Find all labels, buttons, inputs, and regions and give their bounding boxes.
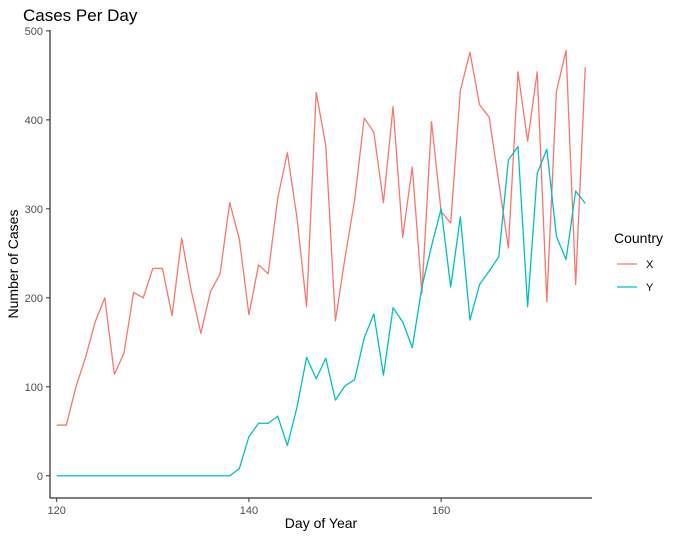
- legend-label-x: X: [646, 259, 654, 271]
- y-tick-label: 200: [25, 293, 43, 305]
- x-axis-label: Day of Year: [285, 515, 358, 531]
- x-axis-ticks: 120 140 160: [48, 498, 450, 517]
- chart-title: Cases Per Day: [23, 6, 138, 25]
- y-tick-label: 400: [25, 115, 43, 127]
- x-tick-label: 140: [240, 505, 258, 517]
- legend-label-y: Y: [646, 282, 654, 294]
- legend: Country X Y: [614, 230, 663, 294]
- x-tick-label: 160: [432, 505, 450, 517]
- y-tick-label: 100: [25, 382, 43, 394]
- x-tick-label: 120: [48, 505, 66, 517]
- y-tick-label: 500: [25, 26, 43, 38]
- y-axis-ticks: 0 100 200 300 400 500: [25, 26, 50, 483]
- y-tick-label: 300: [25, 204, 43, 216]
- y-tick-label: 0: [37, 471, 43, 483]
- series-line-y: [56, 145, 586, 477]
- y-axis-label: Number of Cases: [5, 210, 21, 319]
- series-line-x: [56, 49, 586, 426]
- plot-area: [56, 49, 586, 477]
- legend-title: Country: [614, 230, 663, 246]
